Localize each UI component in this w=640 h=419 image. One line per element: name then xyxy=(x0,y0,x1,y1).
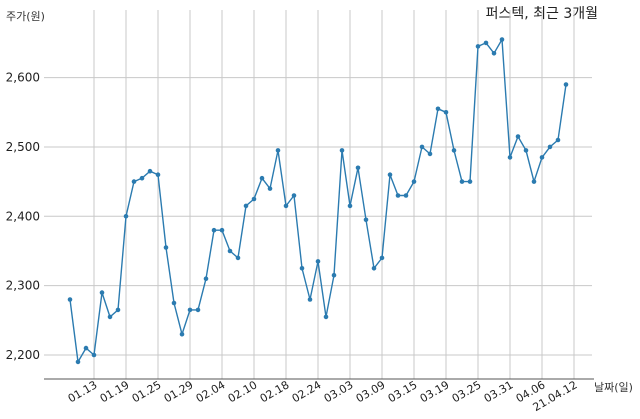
x-ticks: 01.1301.1901.2501.2902.0402.1002.1802.24… xyxy=(66,378,580,414)
y-tick-label: 2,500 xyxy=(6,140,40,154)
data-point xyxy=(139,175,145,181)
data-point xyxy=(379,255,385,261)
data-point xyxy=(355,165,361,171)
y-tick-label: 2,600 xyxy=(6,71,40,85)
y-ticks: 2,200 2,300 2,400 2,500 2,600 xyxy=(6,71,40,362)
x-tick-label: 01.29 xyxy=(162,378,196,405)
x-tick-label: 01.19 xyxy=(98,378,132,405)
data-point xyxy=(371,266,377,271)
data-point xyxy=(67,297,73,302)
data-point xyxy=(251,196,257,202)
data-point xyxy=(419,144,425,150)
x-tick-label: 03.25 xyxy=(450,378,484,405)
data-point xyxy=(467,179,473,184)
x-tick-label: 03.15 xyxy=(386,378,420,405)
data-point xyxy=(539,155,545,160)
data-point xyxy=(531,179,537,184)
data-point xyxy=(323,314,329,320)
x-tick-label: 02.18 xyxy=(258,378,292,405)
y-axis-label: 주가(원) xyxy=(6,10,45,23)
data-point xyxy=(171,300,177,306)
data-point xyxy=(299,266,305,271)
data-point xyxy=(435,106,441,112)
series-layer xyxy=(67,37,569,365)
x-tick-label: 02.24 xyxy=(290,378,324,405)
x-tick-label: 03.03 xyxy=(322,378,356,405)
x-axis-label: 날짜(일) xyxy=(594,380,633,394)
x-tick-label: 02.04 xyxy=(194,378,228,405)
data-point xyxy=(363,217,369,223)
data-point xyxy=(91,352,97,358)
data-point xyxy=(123,214,129,219)
data-point xyxy=(563,82,569,87)
data-point xyxy=(155,172,161,177)
data-point xyxy=(275,148,281,153)
data-point xyxy=(179,331,185,337)
data-point xyxy=(491,51,497,56)
x-tick-label: 01.13 xyxy=(66,378,100,405)
data-point xyxy=(555,137,561,143)
data-point xyxy=(75,359,81,365)
data-point xyxy=(83,345,89,351)
y-tick-label: 2,300 xyxy=(6,279,40,293)
data-point xyxy=(147,168,153,174)
data-point xyxy=(211,227,217,233)
data-point xyxy=(443,110,449,115)
x-tick-label: 01.25 xyxy=(130,378,164,405)
data-point xyxy=(315,259,321,264)
data-point xyxy=(163,245,169,250)
x-tick-label: 03.31 xyxy=(482,378,516,405)
x-tick-label: 03.09 xyxy=(354,378,388,405)
x-tick-label: 03.19 xyxy=(418,378,452,405)
data-point xyxy=(307,297,313,302)
data-point xyxy=(115,307,121,313)
data-point xyxy=(427,151,433,157)
grid-layer xyxy=(44,10,592,379)
data-point xyxy=(187,307,193,313)
data-point xyxy=(267,186,273,191)
data-point xyxy=(515,134,521,139)
data-point xyxy=(99,290,105,295)
data-point xyxy=(499,37,505,42)
data-point xyxy=(243,203,249,209)
data-point xyxy=(483,40,489,46)
y-tick-label: 2,200 xyxy=(6,348,40,362)
x-tick-label: 02.10 xyxy=(226,378,260,405)
data-point xyxy=(395,193,401,198)
data-point xyxy=(411,179,417,184)
data-point xyxy=(131,179,137,184)
data-point xyxy=(195,307,201,313)
data-point xyxy=(283,203,289,209)
data-point xyxy=(451,148,457,153)
y-tick-label: 2,400 xyxy=(6,209,40,223)
data-point xyxy=(387,172,393,177)
data-point xyxy=(259,175,265,181)
data-point xyxy=(203,276,209,282)
data-point xyxy=(339,148,345,153)
data-point xyxy=(523,148,529,153)
data-point xyxy=(227,248,233,254)
data-point xyxy=(347,203,353,209)
data-point xyxy=(403,193,409,198)
data-point xyxy=(507,155,513,160)
data-point xyxy=(331,272,337,278)
data-point xyxy=(107,314,113,320)
data-point xyxy=(219,227,225,233)
data-point xyxy=(291,193,297,198)
data-point xyxy=(235,255,241,261)
data-point xyxy=(475,44,481,49)
data-point xyxy=(547,144,553,150)
data-point xyxy=(459,179,465,184)
